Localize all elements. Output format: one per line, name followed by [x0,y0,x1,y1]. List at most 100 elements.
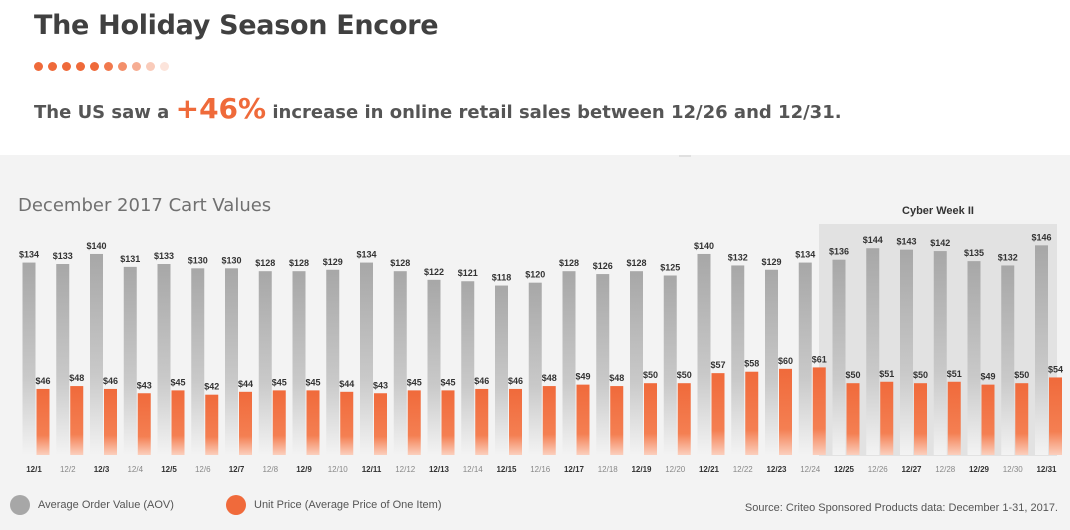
unit-price-value-label: $50 [643,370,658,380]
unit-price-bar [239,391,252,455]
unit-price-bar [36,388,50,455]
aov-bar [326,269,340,455]
aov-value-label: $144 [863,235,883,245]
unit-price-bar [880,381,894,455]
unit-price-bar [812,367,826,455]
unit-price-value-label: $46 [474,376,489,386]
page-title: The Holiday Season Encore [34,10,439,41]
unit-price-bar [137,393,151,455]
unit-price-bar [576,384,590,455]
aov-value-label: $130 [221,255,241,265]
unit-price-value-label: $54 [1048,364,1063,374]
x-tick-label: 12/28 [935,465,956,474]
unit-price-value-label: $48 [609,373,624,383]
aov-value-label: $135 [964,248,984,258]
legend-label-unit-price: Unit Price (Average Price of One Item) [254,499,442,511]
aov-value-label: $126 [593,261,613,271]
aov-bar [731,265,745,455]
aov-value-label: $133 [154,251,174,261]
dot-icon [62,62,71,71]
cyber-week-label: Cyber Week II [902,205,974,217]
x-tick-label: 12/8 [262,465,278,474]
aov-bar [663,275,677,455]
unit-price-value-label: $61 [812,354,827,364]
chart-title: December 2017 Cart Values [18,195,272,216]
unit-price-value-label: $51 [947,369,962,379]
aov-bar [933,251,947,455]
decorative-dots [34,62,169,71]
aov-value-label: $130 [188,255,208,265]
aov-value-label: $146 [1031,232,1051,242]
aov-bar [866,248,880,455]
x-tick-label: 12/31 [1036,465,1057,474]
x-tick-label: 12/5 [161,465,177,474]
unit-price-bar [205,394,219,455]
aov-bar [123,266,137,455]
aov-bar [258,271,272,455]
legend-unit-price: Unit Price (Average Price of One Item) [226,495,441,515]
aov-value-label: $132 [998,252,1018,262]
aov-bar [292,271,306,455]
x-tick-label: 12/13 [429,465,450,474]
aov-value-label: $136 [829,247,849,257]
unit-price-bar [475,388,489,455]
source-note: Source: Criteo Sponsored Products data: … [744,502,1058,514]
unit-price-bar [745,371,759,455]
unit-price-bar [779,368,792,455]
aov-value-label: $128 [559,258,579,268]
x-tick-label: 12/24 [800,465,821,474]
unit-price-value-label: $43 [373,380,388,390]
aov-value-label: $125 [660,263,680,273]
aov-bar [697,253,711,455]
aov-value-label: $128 [626,258,646,268]
x-tick-label: 12/29 [969,465,990,474]
x-tick-label: 12/18 [598,465,619,474]
unit-price-bar [947,381,961,455]
unit-price-bar [306,390,320,455]
aov-value-label: $133 [53,251,73,261]
unit-price-value-label: $46 [508,376,523,386]
unit-price-bar [542,386,556,455]
x-tick-label: 12/25 [834,465,855,474]
x-tick-label: 12/11 [362,465,382,474]
aov-value-label: $128 [289,258,309,268]
x-tick-label: 12/10 [328,465,349,474]
headline-highlight: +46% [175,92,267,125]
x-tick-label: 12/23 [766,465,787,474]
dot-icon [132,62,141,71]
unit-price-bar [441,390,455,455]
aov-bar [461,281,475,455]
unit-price-value-label: $45 [272,377,287,387]
unit-price-value-label: $50 [1014,370,1029,380]
aov-bar [191,268,205,455]
unit-price-bar [846,383,860,455]
aov-bar [157,264,171,455]
aov-bar [56,264,70,455]
aov-value-label: $140 [86,241,106,251]
aov-bar [1035,245,1048,455]
aov-value-label: $134 [356,250,376,260]
aov-value-label: $118 [492,273,512,283]
headline-prefix: The US saw a [34,102,170,123]
unit-price-value-label: $49 [575,372,590,382]
unit-price-value-label: $45 [305,377,320,387]
unit-price-value-label: $48 [69,373,84,383]
dot-icon [76,62,85,71]
aov-bar [765,269,778,455]
unit-price-bar [914,383,927,455]
x-tick-label: 12/7 [229,465,245,474]
legend-swatch-aov [10,495,30,515]
dot-icon [160,62,169,71]
dot-icon [34,62,43,71]
legend-swatch-unit-price [226,495,246,515]
unit-price-value-label: $45 [170,377,185,387]
unit-price-bar [644,383,657,455]
aov-bar [832,259,846,455]
x-tick-label: 12/21 [699,465,720,474]
aov-value-label: $121 [458,268,478,278]
unit-price-value-label: $51 [879,369,894,379]
aov-bar [596,274,610,455]
x-tick-label: 12/4 [127,465,143,474]
aov-value-label: $143 [896,237,916,247]
aov-bar [562,271,576,455]
